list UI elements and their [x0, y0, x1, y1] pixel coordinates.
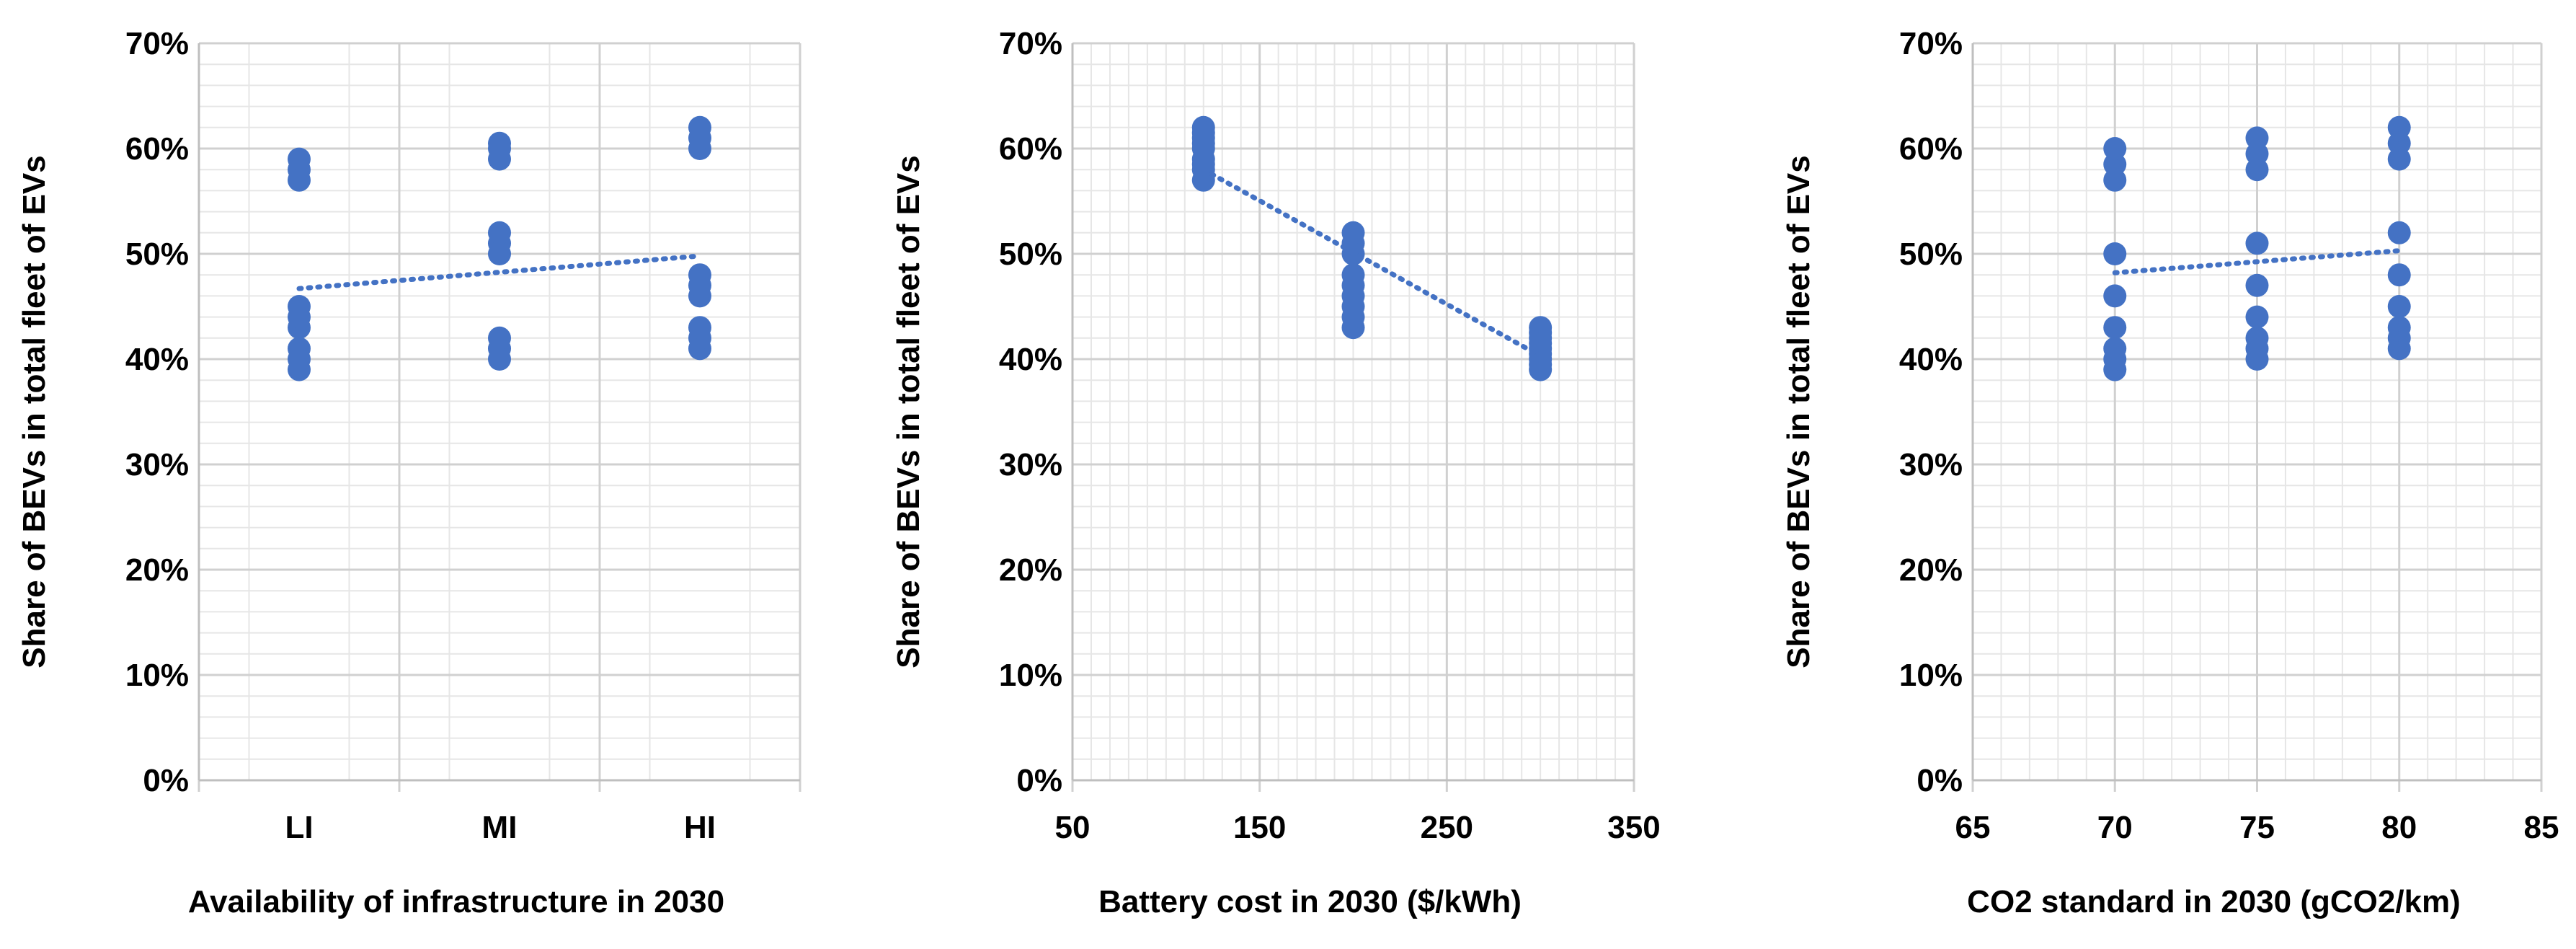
x-tick-label: 50	[1055, 810, 1091, 845]
data-point	[2245, 326, 2269, 350]
y-tick-label: 60%	[125, 131, 189, 167]
data-point	[688, 115, 711, 139]
y-tick-label: 30%	[999, 447, 1062, 482]
trendline	[296, 253, 703, 291]
data-point	[2245, 158, 2269, 182]
y-tick-label: 0%	[143, 763, 189, 798]
y-tick-label: 0%	[1016, 763, 1062, 798]
y-tick-label: 60%	[1899, 131, 1963, 167]
y-axis-title: Share of BEVs in total fleet of EVs	[1781, 155, 1816, 668]
data-point	[1191, 121, 1215, 145]
data-point	[2387, 263, 2411, 287]
data-point	[1529, 321, 1553, 345]
x-tick-label: LI	[285, 810, 313, 845]
x-tick-label: HI	[684, 810, 716, 845]
y-tick-label: 40%	[125, 342, 189, 377]
y-tick-label: 60%	[999, 131, 1062, 167]
data-point	[288, 337, 311, 361]
data-point	[2103, 137, 2127, 160]
x-axis-title: Availability of infrastructure in 2030	[188, 884, 724, 919]
data-point	[688, 316, 711, 340]
y-axis-title: Share of BEVs in total fleet of EVs	[891, 155, 926, 668]
data-point	[2387, 131, 2411, 155]
data-point	[2387, 295, 2411, 318]
data-point	[688, 263, 711, 287]
data-point	[288, 147, 311, 171]
y-tick-label: 20%	[999, 552, 1062, 588]
y-tick-label: 30%	[1899, 447, 1963, 482]
data-point	[1341, 221, 1365, 244]
x-tick-label: 250	[1421, 810, 1473, 845]
x-tick-label: 75	[2239, 810, 2275, 845]
data-point	[488, 326, 511, 350]
y-tick-label: 0%	[1917, 763, 1963, 798]
y-tick-label: 70%	[125, 26, 189, 61]
y-axis-title: Share of BEVs in total fleet of EVs	[17, 155, 52, 668]
y-tick-label: 20%	[1899, 552, 1963, 588]
y-tick-label: 40%	[1899, 342, 1963, 377]
data-point	[2245, 231, 2269, 255]
y-tick-label: 50%	[999, 237, 1062, 272]
data-point	[1191, 152, 1215, 176]
data-point	[2103, 168, 2127, 192]
chart-panel-2: 0% 10% 20% 30% 40% 50% 60% 70% 50 150 250 350 Batter…	[891, 26, 1661, 919]
y-tick-label: 70%	[999, 26, 1062, 61]
x-tick-label: 85	[2524, 810, 2559, 845]
chart-panel-1: 0% 10% 20% 30% 40% 50% 60% 70% LI MI HI Availabilit…	[17, 26, 801, 919]
data-point	[2245, 273, 2269, 297]
data-point	[2387, 316, 2411, 340]
trendline	[2112, 248, 2402, 275]
data-point	[2245, 126, 2269, 150]
data-point	[2387, 221, 2411, 244]
x-tick-label: 80	[2381, 810, 2417, 845]
data-point	[488, 131, 511, 155]
y-tick-label: 40%	[999, 342, 1062, 377]
chart-panel-3: 0% 10% 20% 30% 40% 50% 60% 70% 65 70 75 80 85 CO2 sta…	[1781, 26, 2559, 919]
y-tick-label: 50%	[1899, 237, 1963, 272]
x-tick-label: 350	[1607, 810, 1660, 845]
y-tick-label: 50%	[125, 237, 189, 272]
x-tick-label: 70	[2097, 810, 2133, 845]
y-tick-label: 10%	[999, 658, 1062, 693]
data-point	[2103, 242, 2127, 265]
x-axis-title: Battery cost in 2030 ($/kWh)	[1098, 884, 1522, 919]
x-tick-label: 150	[1233, 810, 1286, 845]
data-point	[288, 295, 311, 318]
y-tick-label: 70%	[1899, 26, 1963, 61]
data-point	[2387, 115, 2411, 139]
data-point	[2387, 147, 2411, 171]
y-tick-label: 30%	[125, 447, 189, 482]
y-tick-label: 20%	[125, 552, 189, 588]
x-tick-label: MI	[482, 810, 518, 845]
y-tick-label: 10%	[125, 658, 189, 693]
data-point	[2245, 142, 2269, 166]
y-tick-label: 10%	[1899, 658, 1963, 693]
data-point	[2103, 337, 2127, 361]
x-axis-title: CO2 standard in 2030 (gCO2/km)	[1967, 884, 2461, 919]
data-point	[2245, 305, 2269, 329]
data-point	[1529, 353, 1553, 376]
x-tick-label: 65	[1955, 810, 1991, 845]
data-point	[2103, 284, 2127, 308]
data-point	[2103, 316, 2127, 340]
data-point	[2103, 152, 2127, 176]
data-point	[488, 221, 511, 244]
trendline	[1201, 167, 1543, 359]
data-point	[1341, 263, 1365, 287]
